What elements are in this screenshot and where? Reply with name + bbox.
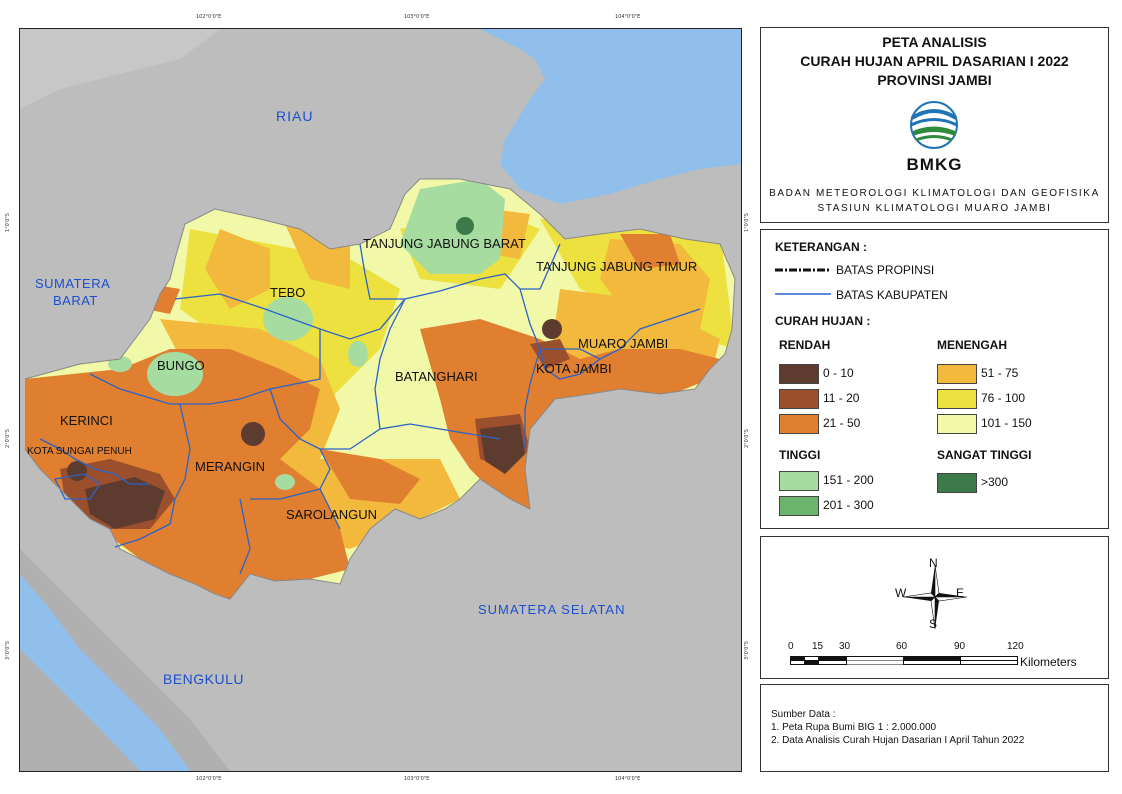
coord-left-2: 2°0'0"S [5, 429, 11, 448]
group-tinggi: TINGGI [779, 448, 821, 462]
swatch-label-76-100: 76 - 100 [981, 391, 1026, 405]
batas-propinsi-symbol [775, 268, 831, 272]
group-menengah: MENENGAH [937, 338, 1008, 352]
swatch-label-201-300: 201 - 300 [823, 498, 874, 512]
province-border [24, 178, 736, 600]
source-line-2: 2. Data Analisis Curah Hujan Dasarian I … [771, 735, 1025, 746]
scale-tick-0: 0 [788, 641, 794, 652]
compass-e: E [956, 586, 965, 600]
title-panel: PETA ANALISIS CURAH HUJAN APRIL DASARIAN… [760, 27, 1109, 223]
swatch-300-plus [937, 473, 977, 493]
title-line-1: PETA ANALISIS [882, 34, 987, 50]
source-panel: Sumber Data : 1. Peta Rupa Bumi BIG 1 : … [760, 684, 1109, 772]
land-relief [20, 29, 220, 109]
coord-bottom-1: 102°0'0"E [196, 776, 222, 782]
legend-panel: KETERANGAN : BATAS PROPINSI BATAS KABUPA… [760, 229, 1109, 529]
scale-tick-120: 120 [1007, 641, 1024, 652]
swatch-label-101-150: 101 - 150 [981, 416, 1032, 430]
label-sumatera-barat-1: SUMATERA [35, 276, 111, 291]
swatch-label-0-10: 0 - 10 [823, 366, 854, 380]
label-kerinci: KERINCI [60, 413, 113, 428]
swatch-76-100 [937, 389, 977, 409]
swatch-11-20 [779, 389, 819, 409]
coord-left-1: 1°0'0"S [5, 213, 11, 232]
curah-hujan-heading: CURAH HUJAN : [775, 314, 871, 328]
label-tebo: TEBO [270, 285, 306, 300]
swatch-151-200 [779, 471, 819, 491]
batas-kabupaten-label: BATAS KABUPATEN [836, 288, 948, 302]
source-line-1: 1. Peta Rupa Bumi BIG 1 : 2.000.000 [771, 722, 937, 733]
label-kota-sungai-penuh: KOTA SUNGAI PENUH [27, 446, 132, 457]
scale-unit: Kilometers [1020, 655, 1077, 669]
swatch-label-51-75: 51 - 75 [981, 366, 1019, 380]
swatch-label-300-plus: >300 [981, 475, 1009, 489]
coord-right-3: 3°0'0"S [744, 641, 750, 660]
label-sarolangun: SAROLANGUN [286, 507, 378, 522]
kabupaten-borders [39, 243, 701, 575]
compass-w: W [895, 586, 907, 600]
coord-right-1: 1°0'0"S [744, 213, 750, 232]
compass-s: S [929, 617, 938, 631]
swatch-label-21-50: 21 - 50 [823, 416, 861, 430]
rainfall-map [20, 29, 741, 771]
bengkulu-coast-sea [20, 574, 190, 771]
scale-tick-30: 30 [839, 641, 851, 652]
scale-bar [790, 656, 1018, 665]
label-batanghari: BATANGHARI [395, 369, 478, 384]
bengkulu-relief [20, 549, 230, 771]
swatch-101-150 [937, 414, 977, 434]
label-bengkulu: BENGKULU [163, 671, 245, 687]
coord-right-2: 2°0'0"S [744, 429, 750, 448]
compass-rose-icon [902, 564, 968, 630]
coord-top-2: 103°0'0"E [404, 14, 430, 20]
batas-kabupaten-symbol [775, 293, 831, 295]
group-rendah: RENDAH [779, 338, 831, 352]
label-bungo: BUNGO [157, 358, 205, 373]
group-sangat-tinggi: SANGAT TINGGI [937, 448, 1032, 462]
title-line-2: CURAH HUJAN APRIL DASARIAN I 2022 [800, 53, 1069, 69]
swatch-0-10 [779, 364, 819, 384]
label-merangin: MERANGIN [195, 459, 266, 474]
label-riau: RIAU [276, 108, 314, 124]
source-heading: Sumber Data : [771, 709, 836, 720]
coord-bottom-2: 103°0'0"E [404, 776, 430, 782]
coord-top-3: 104°0'0"E [615, 14, 641, 20]
coord-bottom-3: 104°0'0"E [615, 776, 641, 782]
org-line-2: STASIUN KLIMATOLOGI MUARO JAMBI [817, 203, 1052, 214]
coord-top-1: 102°0'0"E [196, 14, 222, 20]
batas-propinsi-label: BATAS PROPINSI [836, 263, 935, 277]
label-tanjung-jabung-barat: TANJUNG JABUNG BARAT [363, 236, 526, 251]
bmkg-logo-text: BMKG [906, 155, 963, 174]
swatch-label-11-20: 11 - 20 [823, 391, 860, 405]
swatch-label-151-200: 151 - 200 [823, 473, 874, 487]
scale-tick-60: 60 [896, 641, 908, 652]
compass-scale-panel: N S E W 0 15 30 60 90 120 Kilometers [760, 536, 1109, 679]
label-muaro-jambi: MUARO JAMBI [578, 336, 669, 351]
label-tanjung-jabung-timur: TANJUNG JABUNG TIMUR [536, 259, 698, 274]
coord-left-3: 3°0'0"S [5, 641, 11, 660]
scale-tick-90: 90 [954, 641, 966, 652]
label-kota-jambi: KOTA JAMBI [536, 361, 612, 376]
label-sumatera-barat-2: BARAT [53, 293, 98, 308]
compass-n: N [929, 556, 938, 570]
swatch-51-75 [937, 364, 977, 384]
title-line-3: PROVINSI JAMBI [877, 72, 992, 88]
swatch-201-300 [779, 496, 819, 516]
label-sumatera-selatan: SUMATERA SELATAN [478, 602, 626, 617]
org-line-1: BADAN METEOROLOGI KLIMATOLOGI DAN GEOFIS… [769, 188, 1100, 199]
legend-heading: KETERANGAN : [775, 240, 867, 254]
map-frame[interactable]: RIAU SUMATERA BARAT SUMATERA SELATAN BEN… [19, 28, 742, 772]
scale-tick-15: 15 [812, 641, 824, 652]
swatch-21-50 [779, 414, 819, 434]
bmkg-logo-icon [910, 101, 958, 149]
